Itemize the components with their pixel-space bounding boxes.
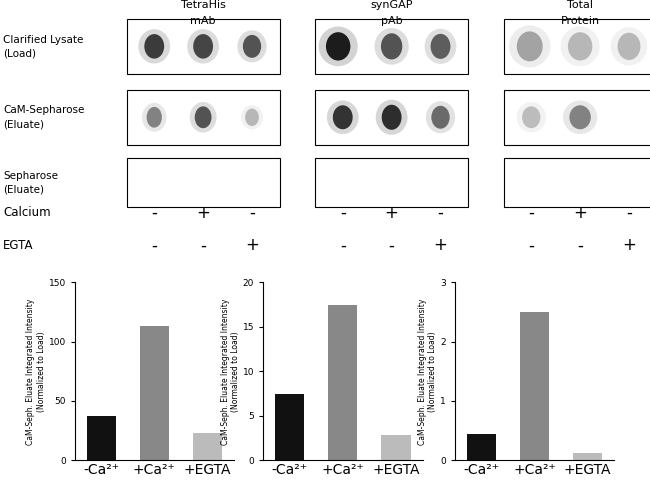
Bar <box>573 452 603 460</box>
Text: +: + <box>434 237 447 254</box>
Bar <box>140 326 169 460</box>
Text: -: - <box>200 237 206 254</box>
Ellipse shape <box>560 26 600 66</box>
Text: +: + <box>622 237 636 254</box>
Bar <box>328 305 358 460</box>
Text: -: - <box>340 204 346 222</box>
Text: -: - <box>437 204 443 222</box>
Ellipse shape <box>381 33 402 59</box>
Ellipse shape <box>424 29 456 64</box>
Text: -: - <box>389 237 395 254</box>
Text: +: + <box>573 204 587 222</box>
Ellipse shape <box>142 103 166 132</box>
Ellipse shape <box>241 105 263 130</box>
Ellipse shape <box>618 33 640 60</box>
Text: -: - <box>626 204 632 222</box>
Ellipse shape <box>193 34 213 58</box>
Bar <box>275 393 304 460</box>
Ellipse shape <box>563 100 597 134</box>
Text: +: + <box>245 237 259 254</box>
Ellipse shape <box>522 106 540 128</box>
Ellipse shape <box>374 28 409 65</box>
Bar <box>193 433 222 460</box>
Bar <box>520 312 549 460</box>
Text: Protein: Protein <box>560 17 600 26</box>
Text: Total: Total <box>567 0 593 10</box>
Text: -: - <box>528 237 534 254</box>
Ellipse shape <box>517 102 546 132</box>
FancyBboxPatch shape <box>504 158 650 207</box>
FancyBboxPatch shape <box>504 19 650 74</box>
Ellipse shape <box>245 109 259 126</box>
Ellipse shape <box>138 29 170 63</box>
Text: CaM-Sepharose: CaM-Sepharose <box>3 106 84 115</box>
Text: mAb: mAb <box>190 17 216 26</box>
Y-axis label: CaM-Seph. Eluate Integrated Intensity
(Normalized to Load): CaM-Seph. Eluate Integrated Intensity (N… <box>220 298 240 445</box>
Ellipse shape <box>318 26 358 66</box>
Ellipse shape <box>430 34 450 59</box>
Text: EGTA: EGTA <box>3 239 34 252</box>
Ellipse shape <box>144 34 164 58</box>
FancyBboxPatch shape <box>315 19 468 74</box>
Ellipse shape <box>333 105 353 129</box>
Ellipse shape <box>326 32 350 60</box>
Text: -: - <box>577 237 583 254</box>
Ellipse shape <box>382 105 402 130</box>
Text: (Eluate): (Eluate) <box>3 185 44 194</box>
FancyBboxPatch shape <box>315 90 468 145</box>
Ellipse shape <box>187 29 219 63</box>
Ellipse shape <box>509 25 551 67</box>
Ellipse shape <box>568 32 592 60</box>
FancyBboxPatch shape <box>127 158 280 207</box>
Text: Sepharose: Sepharose <box>3 171 58 181</box>
Text: -: - <box>249 204 255 222</box>
Ellipse shape <box>432 106 450 129</box>
Y-axis label: CaM-Seph. Eluate Integrated Intensity
(Normalized to Load): CaM-Seph. Eluate Integrated Intensity (N… <box>26 298 46 445</box>
Bar <box>467 433 496 460</box>
Y-axis label: CaM-Seph. Eluate Integrated Intensity
(Normalized to Load): CaM-Seph. Eluate Integrated Intensity (N… <box>418 298 437 445</box>
Text: -: - <box>340 237 346 254</box>
Ellipse shape <box>610 27 647 65</box>
Text: Clarified Lysate: Clarified Lysate <box>3 35 84 44</box>
FancyBboxPatch shape <box>504 90 650 145</box>
Text: pAb: pAb <box>381 17 402 26</box>
Ellipse shape <box>147 107 162 128</box>
Text: synGAP: synGAP <box>370 0 413 10</box>
FancyBboxPatch shape <box>315 158 468 207</box>
Ellipse shape <box>190 102 216 132</box>
Text: (Eluate): (Eluate) <box>3 119 44 129</box>
Bar <box>86 416 116 460</box>
Ellipse shape <box>195 106 211 128</box>
Text: TetraHis: TetraHis <box>181 0 226 10</box>
Text: +: + <box>385 204 398 222</box>
Text: -: - <box>528 204 534 222</box>
Ellipse shape <box>327 100 359 134</box>
Ellipse shape <box>426 101 455 133</box>
Text: +: + <box>196 204 210 222</box>
Ellipse shape <box>376 100 408 135</box>
Text: (Load): (Load) <box>3 48 36 58</box>
FancyBboxPatch shape <box>127 19 280 74</box>
FancyBboxPatch shape <box>127 90 280 145</box>
Text: -: - <box>151 237 157 254</box>
Text: Calcium: Calcium <box>3 206 51 219</box>
Ellipse shape <box>517 31 543 61</box>
Bar <box>382 435 411 460</box>
Text: -: - <box>151 204 157 222</box>
Ellipse shape <box>243 35 261 58</box>
Ellipse shape <box>237 30 266 62</box>
Ellipse shape <box>569 105 591 129</box>
